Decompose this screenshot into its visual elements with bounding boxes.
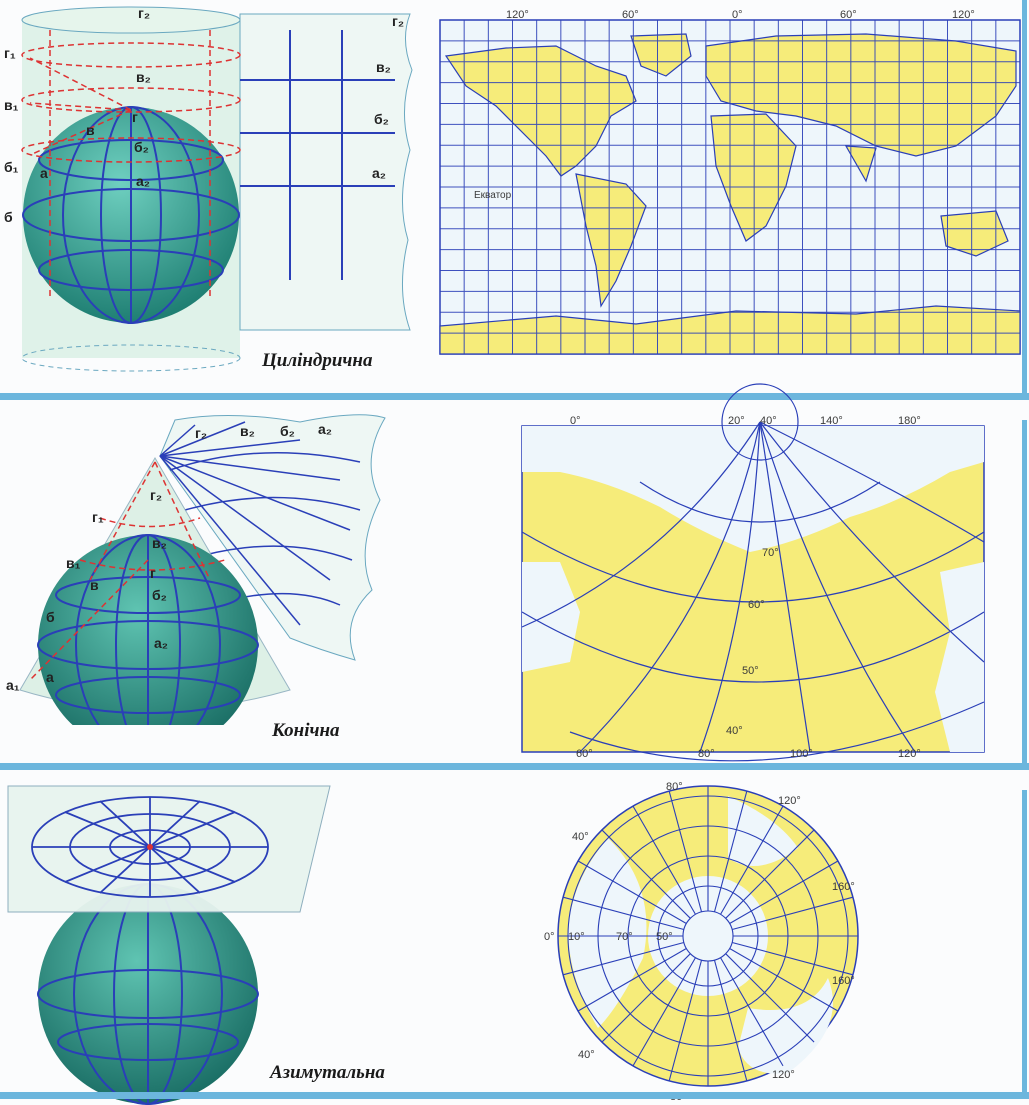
map2-deg-120: 120° (898, 748, 921, 760)
cone-label-a1: а₁ (6, 677, 20, 693)
divider-2 (0, 763, 1029, 770)
strip-label-v2: в₂ (376, 59, 391, 75)
polar-meridian (632, 805, 696, 915)
polar-meridian (732, 896, 854, 931)
polar-meridian (725, 829, 815, 919)
label-v2: в₂ (136, 69, 151, 85)
cone-label-g2: г₂ (150, 487, 162, 503)
polar-meridian (577, 948, 687, 1012)
map3-deg-120-bottom: 120° (772, 1069, 795, 1081)
caption-conic: Конічна (272, 720, 340, 741)
map1-deg-120e: 120° (952, 9, 975, 21)
label-g1: г₁ (4, 45, 16, 61)
strip-label-b2: б₂ (374, 111, 389, 127)
conic-eurasia-map: 0° 20° 40° 140° 180° 60° 80° 100° 120° 7… (521, 383, 985, 762)
fan-label-g2: г₂ (195, 425, 207, 441)
map3-inner-50: 50° (656, 931, 673, 943)
map2-lat-70: 70° (762, 547, 779, 559)
polar-meridian (668, 790, 703, 912)
label-b: б (4, 209, 13, 225)
label-v: в (86, 122, 95, 138)
map2-lat-50: 50° (742, 665, 759, 677)
fan-label-a2: а₂ (318, 421, 332, 437)
map3-deg-160-right-low: 160° (832, 975, 855, 987)
polar-meridian (720, 957, 784, 1067)
label-g2: г₂ (138, 5, 150, 21)
cylindrical-panel: г₂ г₁ в₂ в₁ в г б₂ б₁ а а₂ б г₂ в₂ б₂ а₂… (0, 0, 1029, 395)
fan-label-b2: б₂ (280, 423, 295, 439)
cone-label-a: а (46, 669, 54, 685)
fan-label-v2: в₂ (240, 423, 255, 439)
map3-deg-40-bottom: 40° (578, 1049, 595, 1061)
map2-deg-140: 140° (820, 415, 843, 427)
cone-label-v: в (90, 577, 99, 593)
polar-meridian (713, 960, 748, 1082)
map2-lat-40: 40° (726, 725, 743, 737)
conic-panel: г₁ г₂ в₁ в₂ в г б₂ б а₂ а₁ а г₂ в₂ б₂ а₂… (0, 383, 1029, 770)
map3-deg-0-left: 0° (544, 931, 555, 943)
map2-deg-60: 60° (576, 748, 593, 760)
strip-label-a2: а₂ (372, 165, 386, 181)
cone-label-a2: а₂ (154, 635, 168, 651)
map3-deg-160-right: 160° (832, 881, 855, 893)
cone-label-b2: б₂ (152, 587, 167, 603)
frame-right-1 (1022, 0, 1027, 400)
map2-lat-60: 60° (748, 599, 765, 611)
map3-deg-80-top: 80° (666, 781, 683, 793)
azimuthal-polar-map: 80° 120° 40° 160° 0° 160° 40° 120° 80° 1… (544, 781, 859, 1103)
cone-label-v1: в₁ (66, 555, 81, 571)
map3-deg-120-top: 120° (778, 795, 801, 807)
polar-meridian (668, 960, 703, 1082)
map2-deg-0: 0° (570, 415, 581, 427)
polar-meridian (732, 941, 854, 976)
map1-deg-120w: 120° (506, 9, 529, 21)
map3-inner-10: 10° (568, 931, 585, 943)
cone-label-g1: г₁ (92, 509, 104, 525)
polar-meridian (729, 860, 839, 924)
map3-deg-40-left: 40° (572, 831, 589, 843)
map2-deg-180: 180° (898, 415, 921, 427)
polar-meridian (729, 948, 839, 1012)
label-a2: а₂ (136, 173, 150, 189)
label-v1: в₁ (4, 97, 19, 113)
cylindrical-world-map: 120° 60° 0° 60° 120° Екватор (439, 9, 1021, 355)
map1-deg-60e: 60° (840, 9, 857, 21)
label-b2: б₂ (134, 139, 149, 155)
map2-deg-80: 80° (698, 748, 715, 760)
polar-meridian (601, 829, 691, 919)
map1-deg-0: 0° (732, 9, 743, 21)
polar-meridian (632, 957, 696, 1067)
cylinder-globe-figure: г₂ г₁ в₂ в₁ в г б₂ б₁ а а₂ б г₂ в₂ б₂ а₂ (4, 5, 413, 372)
polar-meridian (720, 805, 784, 915)
label-a: а (40, 165, 48, 181)
polar-meridian (577, 860, 687, 924)
polar-meridian (562, 941, 684, 976)
cone-label-b: б (46, 609, 55, 625)
azimuthal-panel: Азимутальна 80° 120° 40° 160° 0° 160° 40… (0, 772, 1029, 1105)
map2-deg-20: 20° (728, 415, 745, 427)
map2-deg-40: 40° (760, 415, 777, 427)
map2-deg-100: 100° (790, 748, 813, 760)
caption-cylindrical: Циліндрична (262, 350, 373, 371)
polar-meridian (713, 790, 748, 912)
cone-globe-figure: г₁ г₂ в₁ в₂ в г б₂ б а₂ а₁ а г₂ в₂ б₂ а₂ (0, 414, 386, 770)
label-b1: б₁ (4, 159, 19, 175)
plane-globe-figure (7, 785, 331, 1105)
divider-1 (0, 393, 1029, 400)
polar-meridian (562, 896, 684, 931)
cone-label-g: г (150, 565, 156, 581)
label-g: г (132, 109, 138, 125)
frame-right-2 (1022, 420, 1027, 770)
caption-azimuthal: Азимутальна (270, 1062, 385, 1083)
frame-right-3 (1022, 790, 1027, 1099)
map3-inner-70: 70° (616, 931, 633, 943)
cone-label-v2: в₂ (152, 535, 167, 551)
polar-meridian (601, 953, 691, 1043)
map1-equator-label: Екватор (474, 190, 512, 201)
divider-3 (0, 1092, 1029, 1099)
map1-deg-60w: 60° (622, 9, 639, 21)
strip-label-g2: г₂ (392, 13, 404, 29)
polar-meridian (725, 953, 815, 1043)
